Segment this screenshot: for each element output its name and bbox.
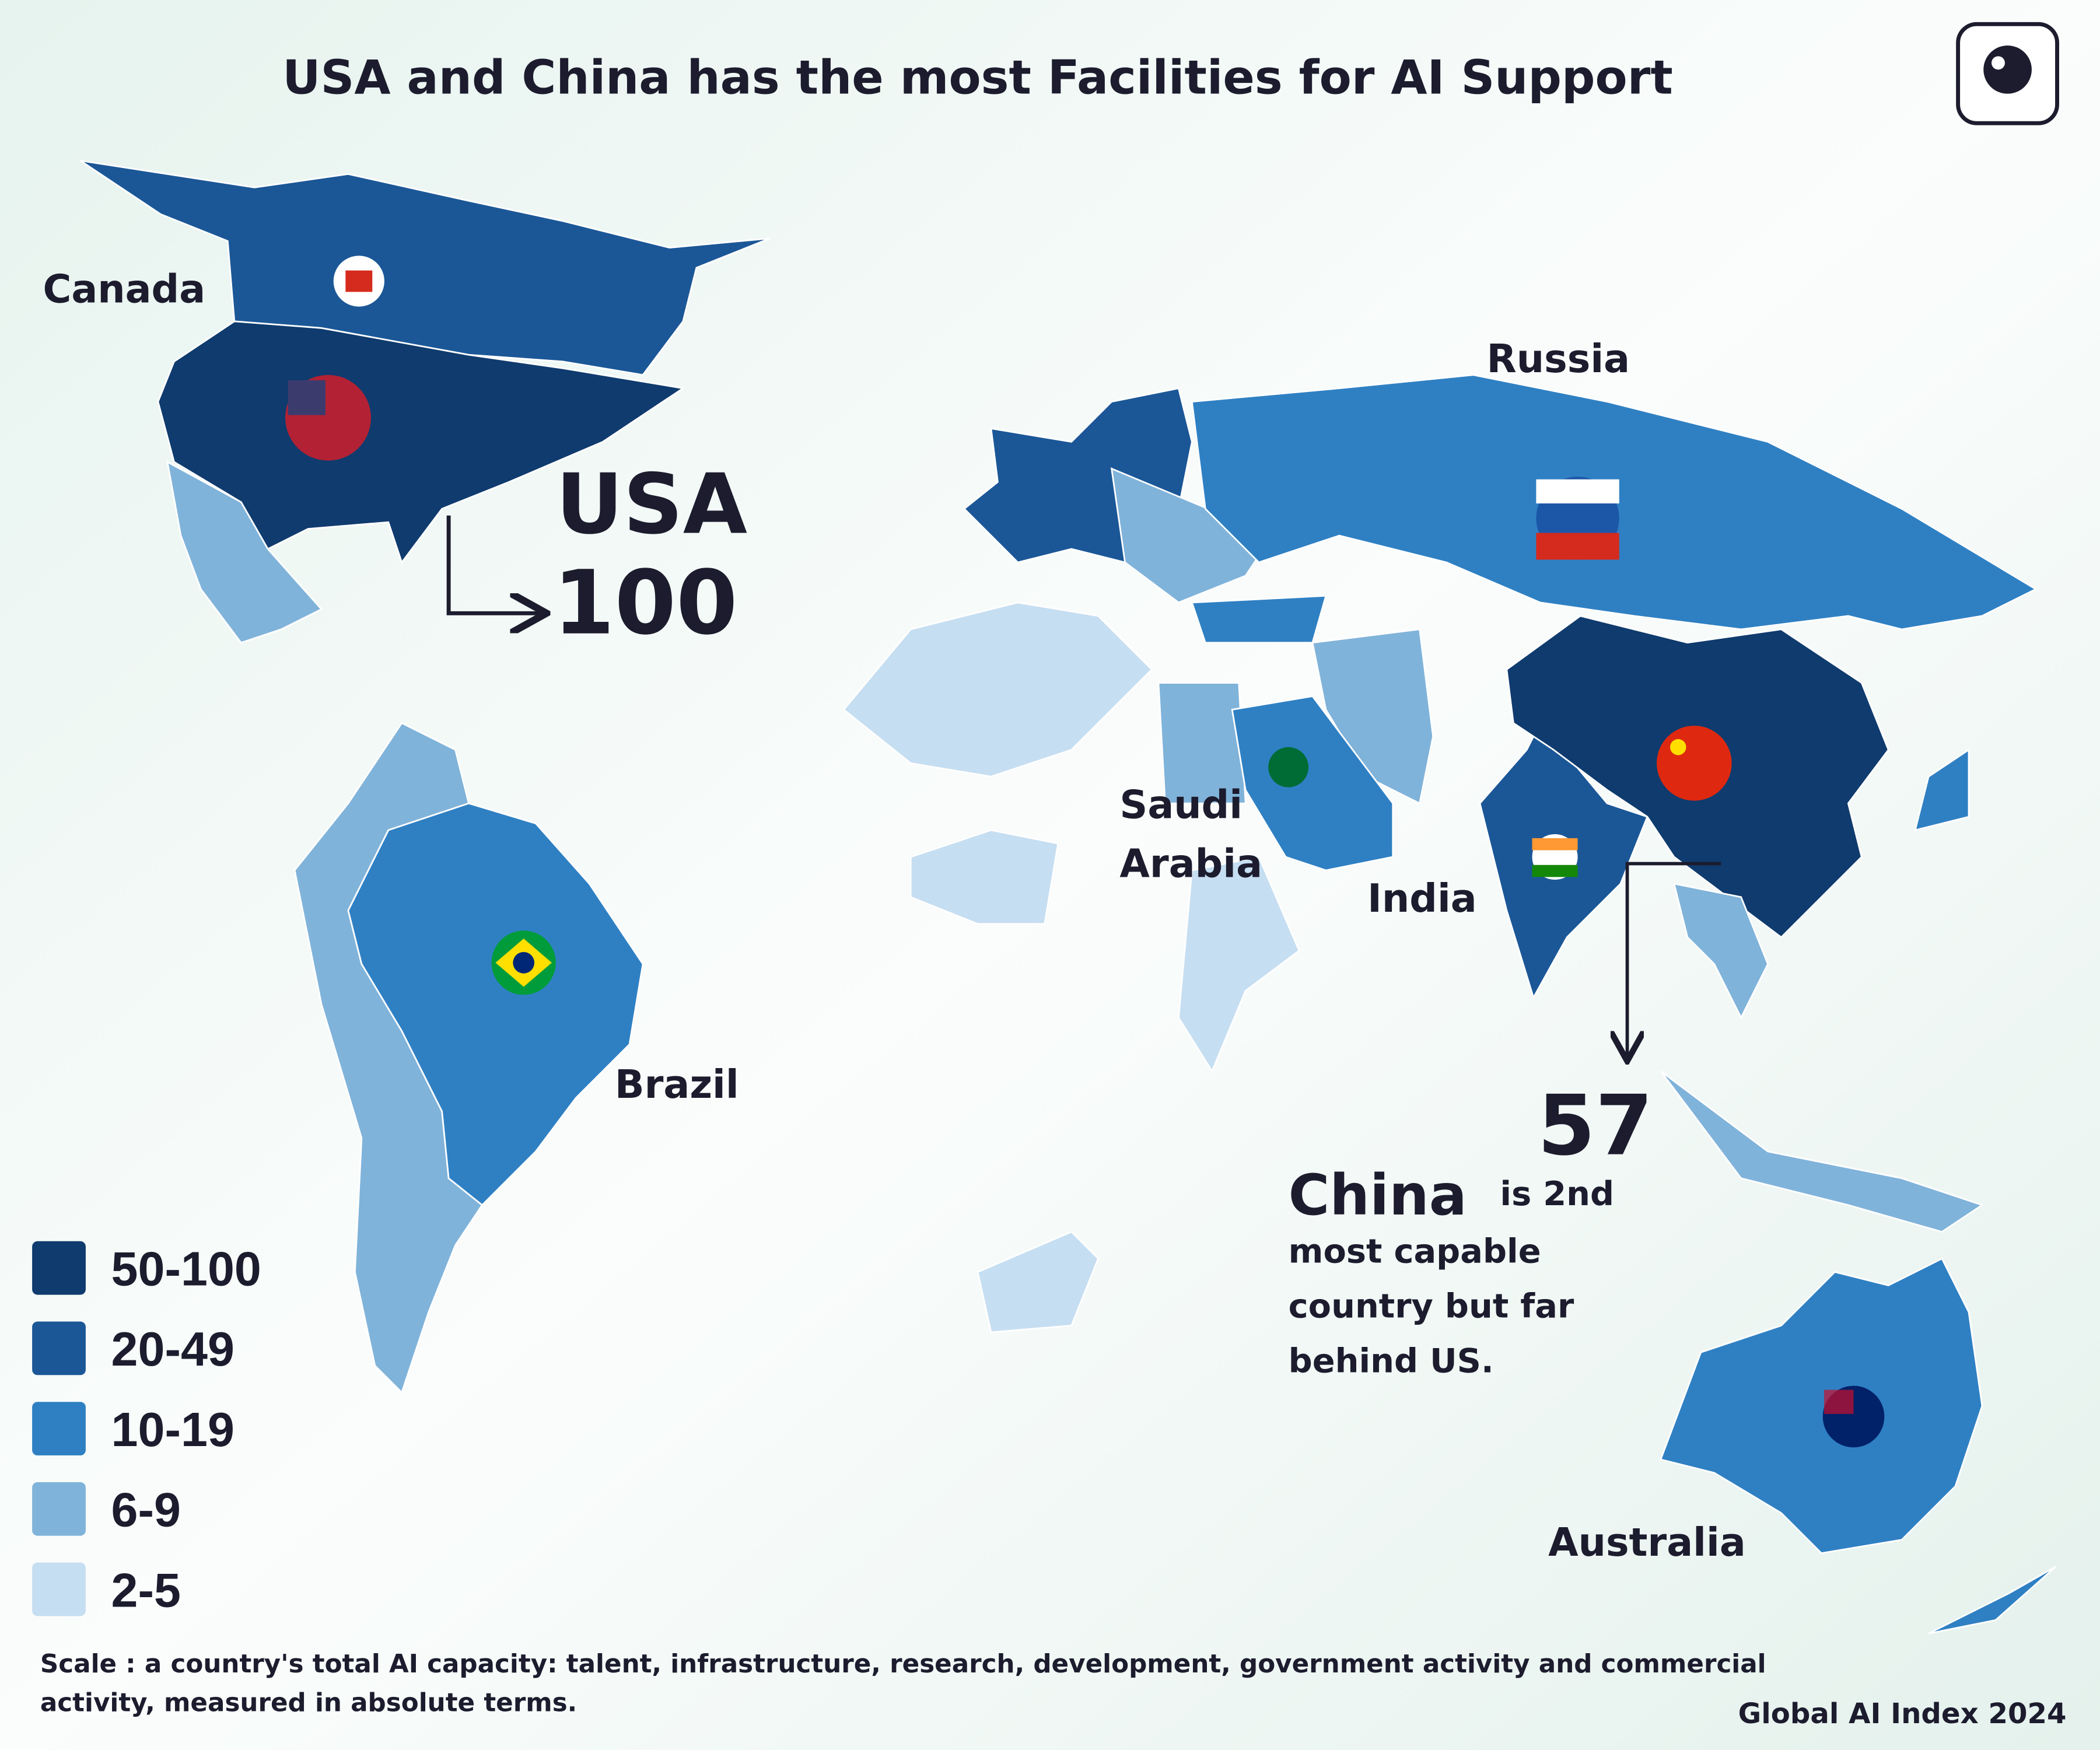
iran <box>1311 628 1434 805</box>
brazil <box>347 802 644 1206</box>
logo <box>1956 22 2059 125</box>
china-highlight: China <box>1289 1163 1467 1228</box>
usa-arrow <box>446 515 542 614</box>
flag-saudi <box>1268 747 1309 788</box>
south-africa <box>977 1231 1100 1334</box>
canada <box>79 160 771 376</box>
label-brazil: Brazil <box>615 1062 739 1107</box>
title: USA and China has the most Facilities fo… <box>282 50 1672 105</box>
legend-swatch <box>32 1402 86 1456</box>
label-saudi: Saudi <box>1119 782 1242 827</box>
legend-swatch <box>32 1321 86 1376</box>
australia <box>1660 1257 1983 1555</box>
china-arrow <box>1628 862 1721 1058</box>
usa-value: 100 <box>553 551 737 654</box>
china-note: country but far <box>1289 1287 1574 1326</box>
label-saudi: Arabia <box>1119 841 1262 886</box>
saudi-arabia <box>1231 695 1394 872</box>
southeast-asia <box>1673 883 1769 1020</box>
source: Global AI Index 2024 <box>1738 1698 2067 1730</box>
china-note: behind US. <box>1289 1342 1494 1381</box>
footnote: Scale : a country's total AI capacity: t… <box>40 1650 1766 1679</box>
flag-china <box>1657 726 1732 801</box>
egypt <box>1157 682 1247 804</box>
turkey <box>1191 594 1327 644</box>
legend-swatch <box>32 1562 86 1616</box>
legend-label: 10-19 <box>111 1402 235 1457</box>
legend-label: 50-100 <box>111 1242 261 1296</box>
east-africa <box>1177 856 1300 1073</box>
legend-label: 6-9 <box>111 1483 181 1537</box>
legend-label: 2-5 <box>111 1563 181 1617</box>
flags <box>285 256 1885 1448</box>
label-russia: Russia <box>1486 336 1630 382</box>
legend: 50-100 20-49 10-19 6-9 2-5 <box>32 1241 261 1617</box>
mexico <box>166 460 323 644</box>
china-note: is 2nd <box>1500 1174 1614 1213</box>
north-africa <box>842 601 1153 778</box>
legend-swatch <box>32 1482 86 1536</box>
legend-swatch <box>32 1241 86 1295</box>
usa-label: USA <box>556 456 747 553</box>
china-note: most capable <box>1289 1232 1541 1271</box>
label-canada: Canada <box>43 267 205 312</box>
indonesia <box>1660 1070 1985 1233</box>
label-australia: Australia <box>1548 1520 1746 1565</box>
legend-label: 20-49 <box>111 1322 235 1376</box>
japan <box>1914 748 1970 831</box>
china-value: 57 <box>1538 1077 1653 1174</box>
west-africa <box>909 829 1059 925</box>
label-india: India <box>1367 876 1477 921</box>
new-zealand <box>1928 1566 2057 1634</box>
footnote: activity, measured in absolute terms. <box>40 1688 577 1717</box>
